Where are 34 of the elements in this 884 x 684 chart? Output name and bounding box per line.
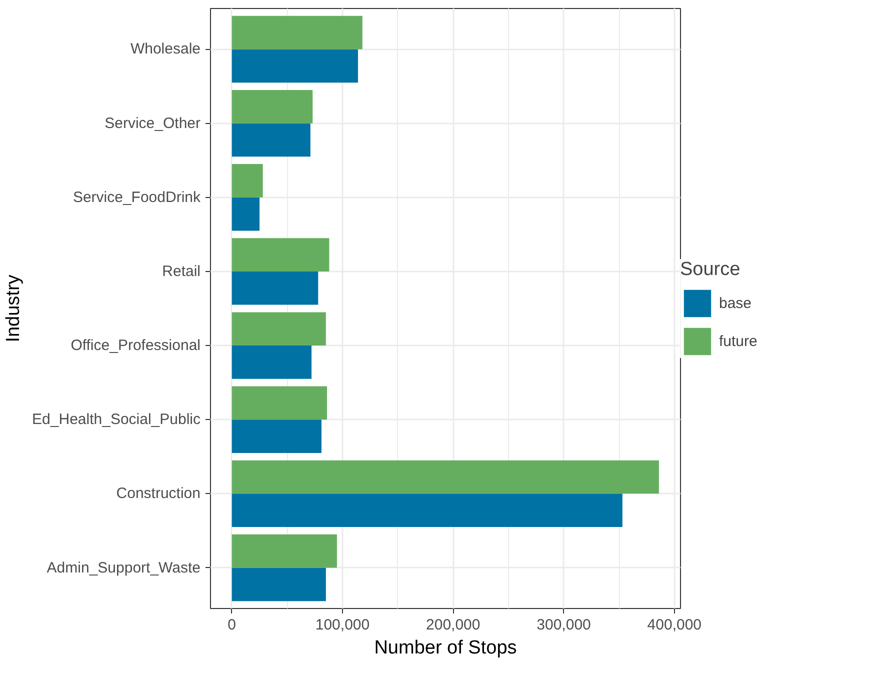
x-tick-label: 300,000 (536, 616, 591, 634)
legend-title: Source (680, 259, 742, 281)
bar (232, 312, 326, 346)
y-tick-label: Wholesale (130, 40, 201, 58)
legend-label: base (719, 294, 752, 312)
bar (232, 271, 318, 305)
bar (232, 164, 263, 198)
y-tick-label: Retail (162, 262, 201, 280)
bar (232, 568, 326, 602)
y-tick-label: Service_Other (104, 114, 201, 132)
bar (232, 90, 313, 124)
bar (232, 420, 322, 453)
y-tick-label: Admin_Support_Waste (46, 559, 201, 576)
bar (232, 494, 622, 528)
bar (232, 386, 328, 420)
y-axis-title: Industry (3, 274, 24, 342)
bar (232, 346, 312, 379)
x-tick-label: 0 (228, 616, 236, 634)
bar (232, 16, 362, 50)
bar (232, 197, 260, 231)
bar (232, 534, 337, 568)
x-tick-label: 100,000 (315, 616, 370, 634)
bar (232, 460, 659, 494)
x-tick-label: 200,000 (426, 616, 480, 634)
bar (232, 49, 358, 83)
y-tick-label: Construction (116, 485, 201, 502)
y-tick-label: Office_Professional (70, 337, 201, 354)
x-tick-label: 400,000 (647, 616, 702, 634)
y-tick-label: Ed_Health_Social_Public (32, 411, 201, 428)
x-axis-title: Number of Stops (374, 638, 517, 658)
bar (232, 238, 330, 272)
bar (232, 123, 310, 157)
y-tick-label: Service_FoodDrink (72, 188, 201, 206)
legend-label: future (719, 332, 758, 350)
